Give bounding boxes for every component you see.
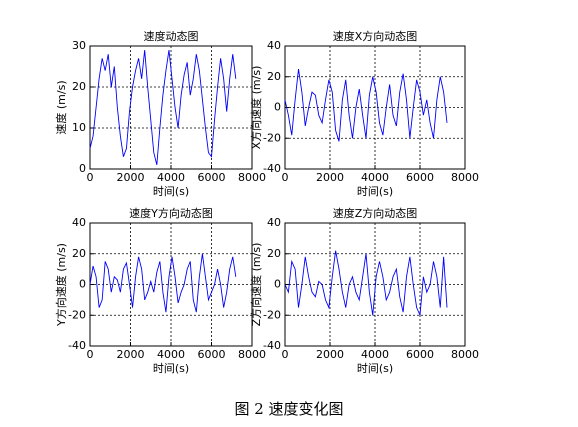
axes-frame [284,45,466,170]
x-tick-label: 2000 [117,171,145,184]
x-tick-label: 6000 [198,171,226,184]
y-tick-label: -20 [263,308,281,321]
x-tick-label: 4000 [157,348,185,361]
y-tick-label: 0 [274,278,281,291]
y-tick-label: 0 [274,101,281,114]
y-axis-label: Z方向速度 (m/s) [249,243,263,327]
x-axis-label: 时间(s) [153,362,189,375]
chart-title: 速度Z方向动态图 [333,206,418,220]
x-tick-label: 4000 [157,171,185,184]
data-line [284,250,448,316]
x-tick-label: 2000 [316,348,344,361]
x-tick-label: 4000 [361,348,389,361]
x-tick-label: 8000 [238,348,266,361]
y-tick-label: -20 [68,308,86,321]
y-tick-label: -40 [68,339,86,352]
x-tick-label: 2000 [316,171,344,184]
x-axis-label: 时间(s) [357,362,393,375]
y-tick-label: -40 [263,339,281,352]
x-tick-label: 0 [87,171,94,184]
y-tick-label: 20 [267,247,281,260]
data-line [89,50,237,166]
y-tick-label: 10 [72,121,86,134]
x-axis-label: 时间(s) [357,185,393,198]
y-tick-label: 40 [72,216,86,229]
x-tick-label: 8000 [238,171,266,184]
y-tick-label: 30 [72,39,86,52]
x-tick-label: 4000 [361,171,389,184]
y-tick-label: 20 [267,70,281,83]
x-tick-label: 0 [282,348,289,361]
axes-frame [89,45,253,170]
y-tick-label: 0 [79,162,86,175]
x-axis-label: 时间(s) [153,185,189,198]
x-tick-label: 8000 [451,171,479,184]
data-line [89,253,237,313]
x-tick-label: 2000 [117,348,145,361]
y-tick-label: 20 [72,80,86,93]
y-axis-label: Y方向速度 (m/s) [54,243,68,327]
y-axis-label: X方向速度 (m/s) [249,66,263,150]
y-tick-label: 40 [267,216,281,229]
x-tick-label: 6000 [406,171,434,184]
figure-caption: 图 2 速度变化图 [234,400,343,418]
y-tick-label: -40 [263,162,281,175]
chart-title: 速度动态图 [144,29,199,43]
chart-title: 速度X方向动态图 [333,29,418,43]
x-tick-label: 0 [87,348,94,361]
chart-title: 速度Y方向动态图 [129,206,213,220]
y-tick-label: -20 [263,131,281,144]
x-tick-label: 0 [282,171,289,184]
y-axis-label: 速度 (m/s) [54,80,68,134]
x-tick-label: 6000 [406,348,434,361]
y-tick-label: 40 [267,39,281,52]
x-tick-label: 6000 [198,348,226,361]
data-line [284,68,448,142]
y-tick-label: 0 [79,278,86,291]
x-tick-label: 8000 [451,348,479,361]
y-tick-label: 20 [72,247,86,260]
